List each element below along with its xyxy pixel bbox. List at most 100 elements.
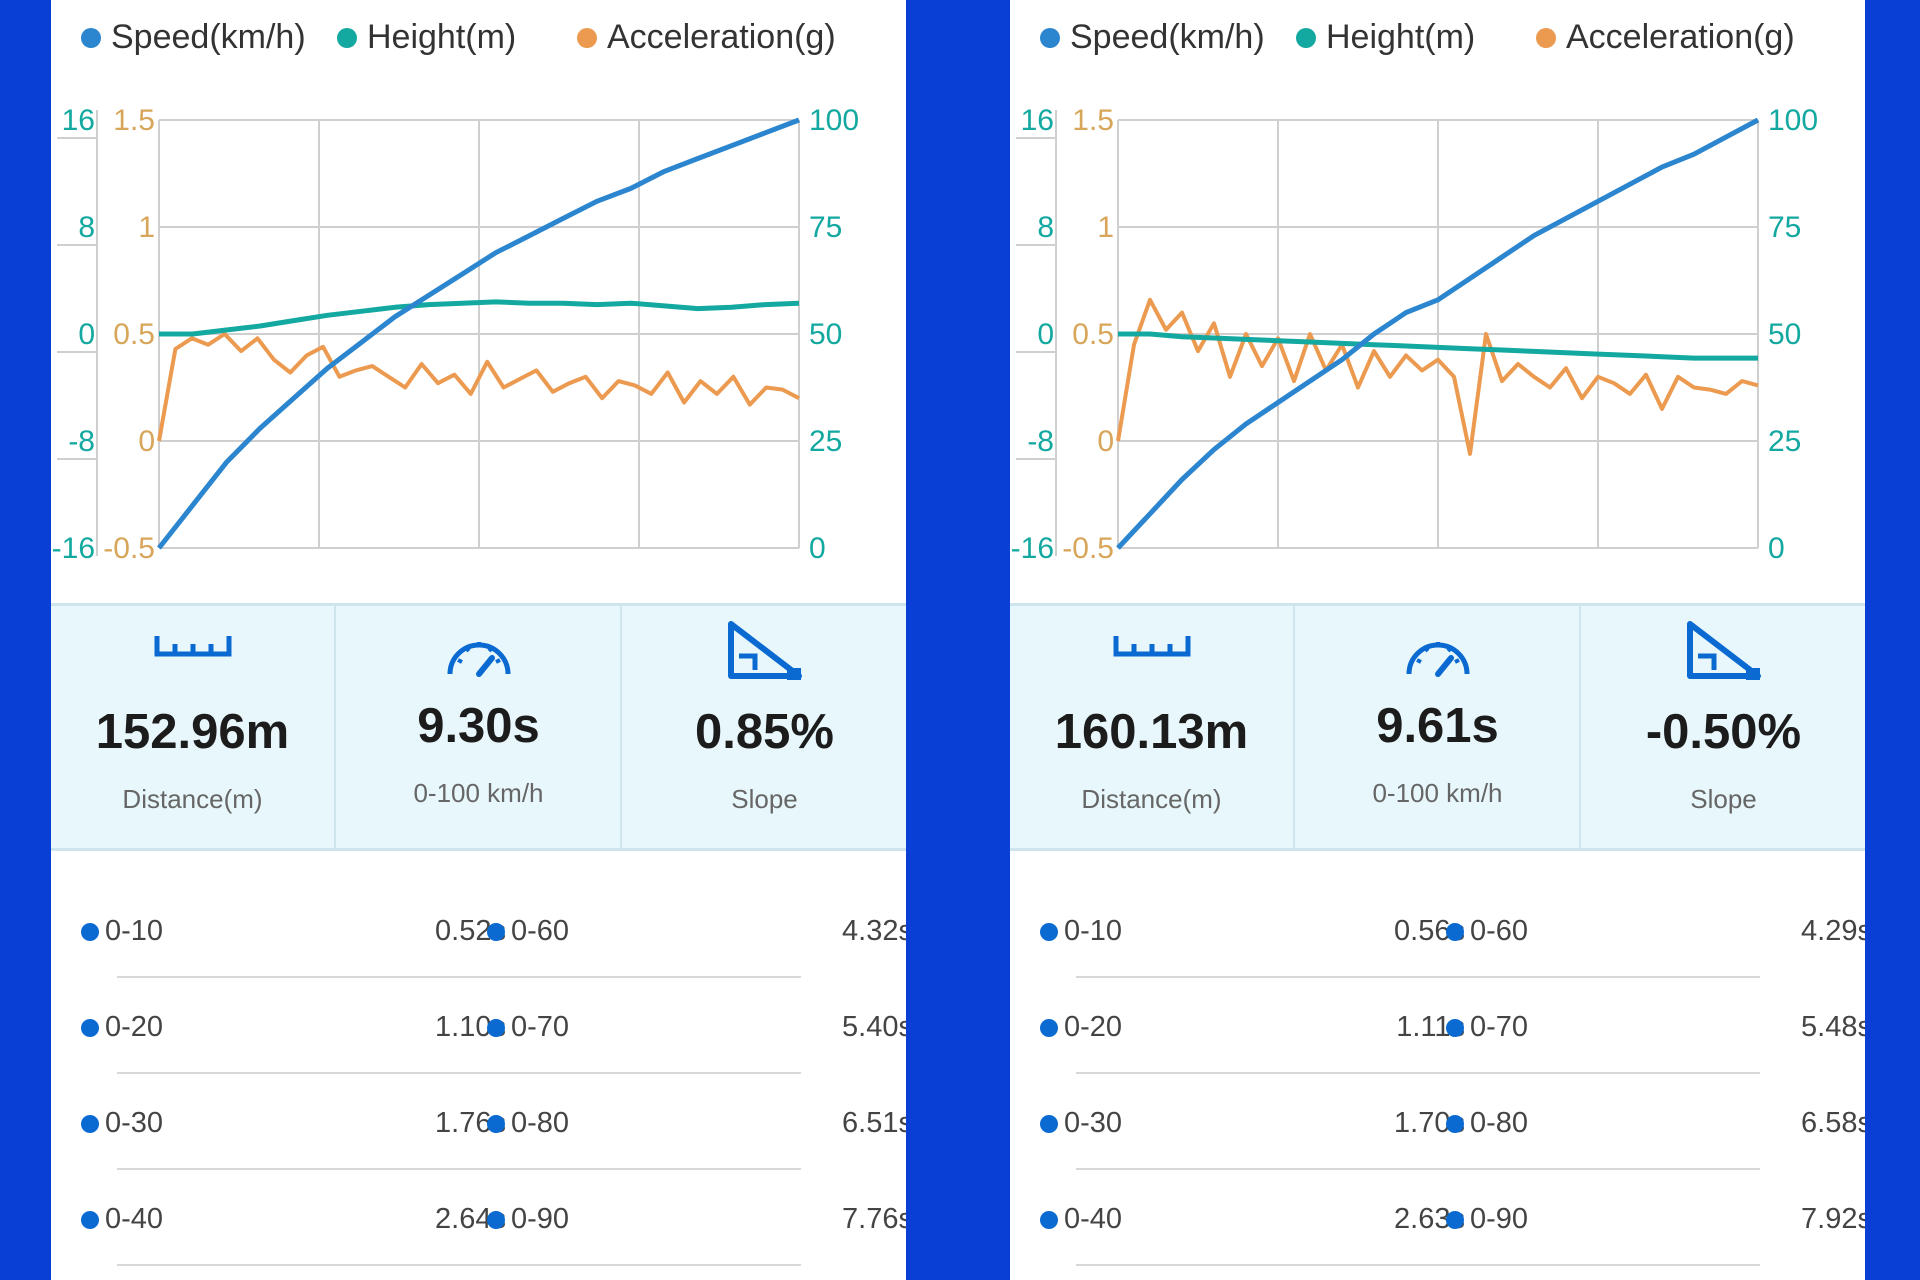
split-range-label: 0-60	[487, 915, 569, 948]
bullet-icon	[1040, 922, 1058, 941]
legend-item-height[interactable]: Height(m)	[1296, 18, 1475, 57]
telemetry-chart: 16 8 0 -8 -16 1.5 1 0.5 0 -0.5 100 75 50 25 0	[52, 104, 859, 565]
legend-dot-speed	[81, 27, 101, 48]
split-range-text: 0-90	[511, 1203, 570, 1235]
legend-item-speed[interactable]: Speed(km/h)	[81, 18, 306, 57]
stat-label: Distance(m)	[122, 784, 263, 814]
split-range-text: 0-10	[105, 915, 164, 947]
speedometer-icon	[444, 630, 514, 685]
bullet-icon	[1040, 1114, 1058, 1133]
speed-tick-label: 50	[809, 318, 842, 351]
bullet-icon	[1446, 1210, 1464, 1229]
series-line-accel	[157, 332, 800, 442]
speed-tick-label: 100	[1768, 104, 1818, 137]
legend-dot-acceleration	[1536, 27, 1556, 48]
split-range-text: 0-80	[1470, 1107, 1529, 1139]
speedometer-icon	[1403, 630, 1473, 685]
speed-tick-label: 75	[1768, 211, 1801, 244]
split-range-label: 0-30	[1040, 1107, 1122, 1140]
summary-stats: 160.13m Distance(m) 9.61s 0-100 km/h	[1010, 603, 1865, 851]
height-tick-label: 0	[78, 318, 95, 351]
row-divider	[1076, 976, 1760, 978]
split-range-label: 0-40	[81, 1203, 163, 1236]
split-time-row: 0-30 1.70s 0-80 6.58s	[1010, 1072, 1865, 1170]
legend-dot-acceleration	[577, 27, 597, 48]
split-range-label: 0-80	[487, 1107, 569, 1140]
stat-label: Distance(m)	[1081, 784, 1222, 814]
stat-distance: 160.13m Distance(m)	[1010, 606, 1293, 848]
legend-item-speed[interactable]: Speed(km/h)	[1040, 18, 1265, 57]
split-range-label: 0-90	[487, 1203, 569, 1236]
stat-label: 0-100 km/h	[1372, 778, 1503, 808]
accel-tick-label: 1.5	[1072, 104, 1114, 137]
bullet-icon	[81, 1018, 99, 1037]
stat-value: 9.30s	[417, 699, 540, 753]
split-time-row: 0-40 2.63s 0-90 7.92s	[1010, 1168, 1865, 1266]
stat-divider	[1293, 606, 1295, 848]
accel-tick-label: 1	[1097, 211, 1114, 244]
chart-legend: Speed(km/h) Height(m) Acceleration(g)	[1010, 18, 1865, 62]
bullet-icon	[1446, 922, 1464, 941]
legend-dot-speed	[1040, 27, 1060, 48]
stat-acceleration-time: 9.30s 0-100 km/h	[337, 606, 620, 848]
stat-value: 0.85%	[695, 705, 834, 759]
series-line-speed	[157, 117, 800, 550]
split-range-label: 0-70	[487, 1011, 569, 1044]
slope-icon	[725, 620, 805, 687]
series-line-height	[1118, 331, 1758, 361]
bullet-icon	[487, 1114, 505, 1133]
row-divider	[1076, 1072, 1760, 1074]
bullet-icon	[487, 1210, 505, 1229]
split-range-text: 0-70	[511, 1011, 570, 1043]
split-time-value: 4.29s	[1801, 915, 1865, 947]
row-divider	[117, 1072, 801, 1074]
legend-dot-height	[337, 27, 357, 48]
stat-label: Slope	[1690, 784, 1757, 814]
chart-grid	[158, 119, 800, 549]
legend-label-height: Height(m)	[367, 18, 517, 56]
split-time-value: 4.32s	[842, 915, 906, 947]
split-range-text: 0-90	[1470, 1203, 1529, 1235]
result-panel-left: Speed(km/h) Height(m) Acceleration(g) 16…	[51, 0, 906, 1280]
accel-tick-label: 0.5	[1072, 318, 1114, 351]
stat-divider	[334, 606, 336, 848]
chart-legend: Speed(km/h) Height(m) Acceleration(g)	[51, 18, 906, 62]
split-time-value: 6.51s	[842, 1107, 906, 1139]
accel-tick-label: -0.5	[103, 532, 155, 565]
split-time-row: 0-10 0.56s 0-60 4.29s	[1010, 880, 1865, 978]
row-divider	[1076, 1264, 1760, 1266]
split-time-row: 0-30 1.76s 0-80 6.51s	[51, 1072, 906, 1170]
legend-item-acceleration[interactable]: Acceleration(g)	[577, 18, 836, 57]
stat-acceleration-time: 9.61s 0-100 km/h	[1296, 606, 1579, 848]
stat-label: 0-100 km/h	[413, 778, 544, 808]
stat-divider	[620, 606, 622, 848]
legend-label-speed: Speed(km/h)	[111, 18, 306, 56]
split-range-label: 0-90	[1446, 1203, 1528, 1236]
accel-tick-label: 0	[1097, 425, 1114, 458]
legend-label-acceleration: Acceleration(g)	[607, 18, 836, 56]
height-tick-label: 8	[1037, 211, 1054, 244]
bullet-icon	[81, 1114, 99, 1133]
stat-slope: 0.85% Slope	[623, 606, 906, 848]
bullet-icon	[1446, 1114, 1464, 1133]
split-range-label: 0-10	[81, 915, 163, 948]
speed-tick-label: 0	[1768, 532, 1785, 565]
chart-grid	[1117, 119, 1759, 549]
height-tick-label: -16	[52, 532, 95, 565]
split-time-value: 6.58s	[1801, 1107, 1865, 1139]
legend-item-height[interactable]: Height(m)	[337, 18, 516, 57]
split-range-label: 0-80	[1446, 1107, 1528, 1140]
accel-tick-label: 1.5	[113, 104, 155, 137]
legend-item-acceleration[interactable]: Acceleration(g)	[1536, 18, 1795, 57]
split-time-row: 0-10 0.52s 0-60 4.32s	[51, 880, 906, 978]
split-range-text: 0-40	[1064, 1203, 1123, 1235]
row-divider	[117, 1168, 801, 1170]
split-range-text: 0-40	[105, 1203, 164, 1235]
split-time-value: 5.48s	[1801, 1011, 1865, 1043]
height-tick-label: 8	[78, 211, 95, 244]
speed-tick-label: 25	[809, 425, 842, 458]
speed-tick-label: 75	[809, 211, 842, 244]
split-range-text: 0-20	[1064, 1011, 1123, 1043]
split-range-label: 0-20	[1040, 1011, 1122, 1044]
split-range-label: 0-60	[1446, 915, 1528, 948]
